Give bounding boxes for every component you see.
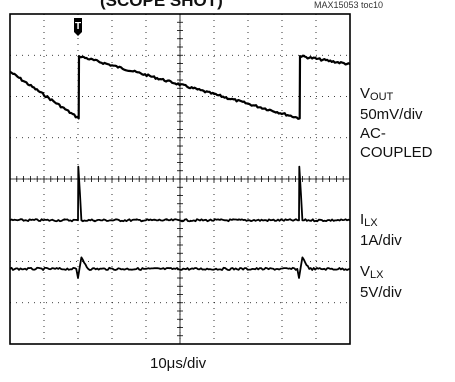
- cropped-title: (SCOPE SHOT): [100, 0, 223, 10]
- timebase-label: 10μs/div: [150, 355, 207, 372]
- channel-2-label: ILX 1A/div: [360, 210, 402, 250]
- doc-reference: MAX15053 toc10: [314, 0, 384, 10]
- vlx-name: VLX: [360, 263, 384, 281]
- vlx-scale: 5V/div: [360, 284, 402, 301]
- vout-scale: 50mV/div: [360, 106, 423, 123]
- ilx-scale: 1A/div: [360, 232, 402, 249]
- trace-vout: [9, 54, 351, 120]
- trigger-label: T: [75, 21, 81, 32]
- vout-coupling: AC-COUPLED: [360, 125, 433, 161]
- vout-name: VOUT: [360, 85, 394, 103]
- trace-vlx: [9, 256, 351, 279]
- ilx-name: ILX: [360, 211, 378, 229]
- channel-1-label: VOUT 50mV/div AC-COUPLED: [360, 84, 455, 162]
- trigger-marker: T: [74, 18, 82, 36]
- trace-ilx: [9, 165, 351, 223]
- traces: [9, 54, 351, 279]
- channel-3-label: VLX 5V/div: [360, 262, 402, 302]
